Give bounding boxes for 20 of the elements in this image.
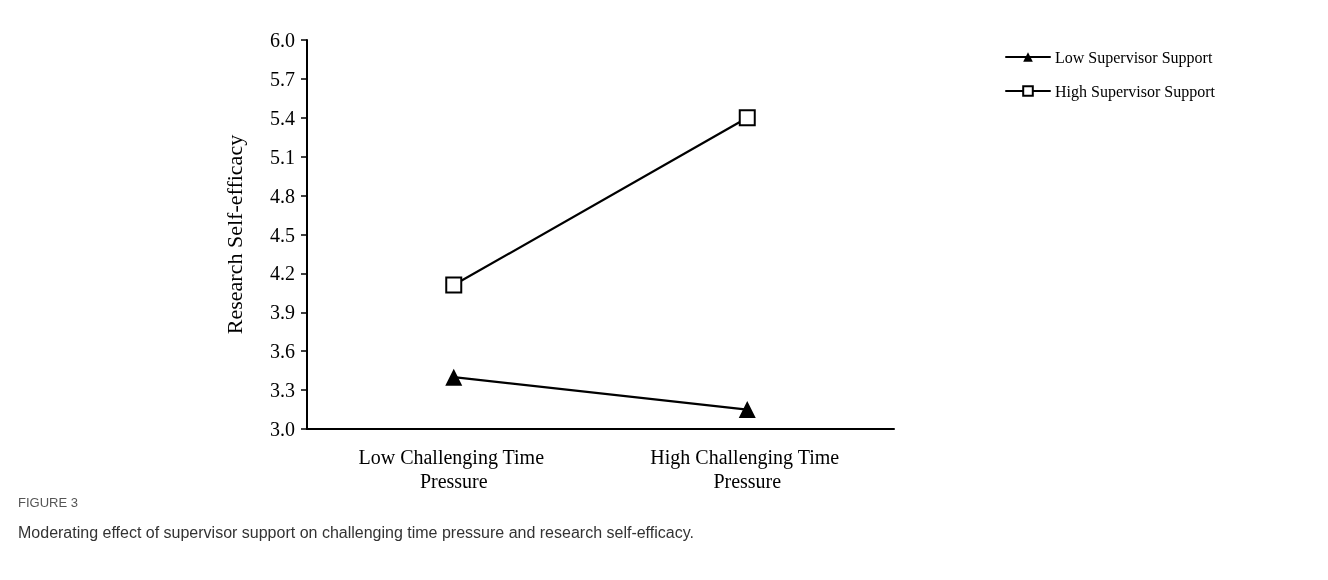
y-tick-label: 5.1	[270, 145, 295, 168]
y-tick-label: 5.4	[270, 106, 295, 129]
y-axis-title: Research Self-efficacy	[221, 134, 247, 335]
y-tick-label: 3.9	[270, 301, 295, 324]
legend-label: High Supervisor Support	[1055, 82, 1216, 101]
legend-label: Low Supervisor Support	[1055, 48, 1213, 67]
point	[738, 109, 756, 127]
x-tick-label: High Challenging Time Pressure	[650, 446, 845, 492]
x-tick-label: Low Challenging Time Pressure	[358, 446, 550, 492]
y-tick-label: 4.5	[270, 223, 295, 246]
caption: FIGURE 3	[18, 495, 78, 510]
y-tick-label: 3.0	[270, 418, 295, 440]
y-tick-label: 5.7	[270, 67, 295, 90]
y-tick-label: 6.0	[270, 29, 295, 51]
y-tick-label: 3.6	[270, 340, 295, 363]
y-tick-label: 3.3	[270, 379, 295, 402]
point	[445, 276, 463, 294]
text: Moderating effect of supervisor support on challenging time pressure and research self-efficacy.	[18, 523, 694, 541]
y-tick-label: 4.2	[270, 262, 295, 285]
y-tick-label: 4.8	[270, 184, 295, 207]
